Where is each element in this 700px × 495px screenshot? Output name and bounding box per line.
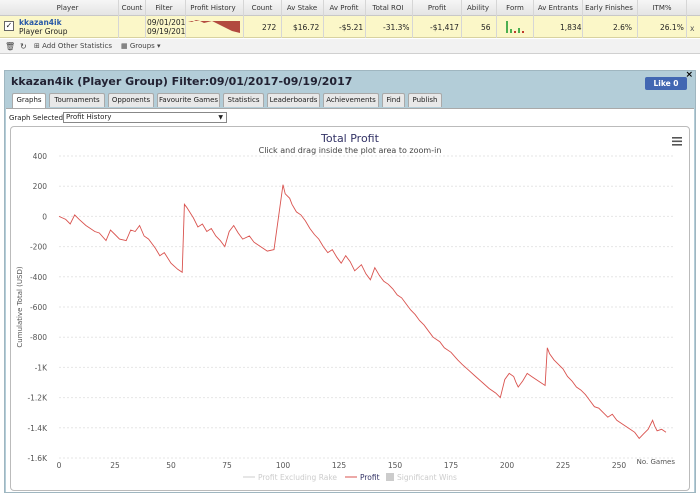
close-icon[interactable]: × (685, 70, 693, 80)
legend-label-profit-excl-rake: Profit Excluding Rake (258, 473, 337, 482)
x-tick-label: 225 (556, 461, 571, 470)
trash-icon[interactable]: 🗑 (5, 42, 16, 51)
y-tick-label: -800 (30, 333, 47, 342)
form-chart (506, 21, 524, 33)
chart-container[interactable]: Total Profit Click and drag inside the p… (10, 126, 690, 491)
x-tick-label: 200 (500, 461, 515, 470)
grid-icon: ▦ (121, 42, 130, 50)
col-header-av-profit[interactable]: Av Profit (329, 4, 359, 12)
dropdown-arrow-icon: ▼ (218, 114, 223, 121)
tab-opponents[interactable]: Opponents (108, 93, 154, 107)
col-header-total-roi[interactable]: Total ROI (372, 4, 404, 12)
y-tick-label: -1K (35, 363, 48, 372)
remove-row-button[interactable]: x (690, 24, 695, 33)
col-header-early-finishes[interactable]: Early Finishes (585, 4, 633, 12)
col-header-count-2[interactable]: Count (251, 4, 273, 12)
profit-value: -$1,417 (430, 23, 459, 32)
tab-leaderboards[interactable]: Leaderboards (267, 93, 320, 107)
total-roi-value: -31.3% (383, 23, 410, 32)
player-name-link[interactable]: kkazan4ik (19, 18, 62, 27)
tab-tournaments[interactable]: Tournaments (49, 93, 105, 107)
x-axis-label: No. Games (637, 458, 676, 466)
refresh-icon[interactable]: ↻ (20, 42, 27, 51)
y-axis-label: Cumulative Total (USD) (16, 266, 24, 347)
itm-value: 26.1% (660, 23, 684, 32)
stats-grid-header: Player Count Filter Profit History Count… (0, 0, 700, 16)
y-tick-label: -400 (30, 273, 47, 282)
av-entrants-value: 1,834 (560, 23, 582, 32)
player-row[interactable]: ✓ kkazan4ik Player Group 09/01/201 09/19… (0, 16, 700, 38)
col-header-form[interactable]: Form (506, 4, 524, 12)
col-header-av-entrants[interactable]: Av Entrants (537, 4, 579, 12)
filter-from: 09/01/201 (147, 18, 186, 27)
add-other-statistics-button[interactable]: ⊞ Add Other Statistics (34, 42, 112, 50)
x-tick-label: 25 (110, 461, 120, 470)
col-header-ability[interactable]: Ability (467, 4, 489, 12)
tab-graphs[interactable]: Graphs (12, 93, 46, 108)
player-panel: × kkazan4ik (Player Group) Filter:09/01/… (4, 70, 696, 493)
col-header-profit[interactable]: Profit (427, 4, 447, 12)
x-tick-label: 100 (276, 461, 291, 470)
legend-label-profit: Profit (360, 473, 380, 482)
y-tick-label: 0 (42, 212, 47, 221)
tab-find[interactable]: Find (382, 93, 405, 107)
av-stake-value: $16.72 (293, 23, 320, 32)
facebook-like-button[interactable]: Like 0 (645, 77, 687, 90)
y-tick-label: -1.2K (27, 394, 48, 403)
row-checkbox[interactable]: ✓ (4, 21, 14, 31)
graph-selected-label: Graph Selected: (9, 114, 66, 122)
av-profit-value: -$5.21 (339, 23, 364, 32)
y-tick-label: -200 (30, 243, 47, 252)
graphs-content: Graph Selected: Profit History ▼ Total P… (6, 108, 694, 492)
y-tick-label: 400 (33, 152, 48, 161)
col-header-itm[interactable]: ITM% (652, 4, 672, 12)
groups-menu[interactable]: ▦ Groups ▾ (121, 42, 161, 50)
ability-value: 56 (481, 23, 491, 32)
panel-title: kkazan4ik (Player Group) Filter:09/01/20… (11, 75, 353, 88)
x-tick-label: 175 (444, 461, 459, 470)
chart-subtitle: Click and drag inside the plot area to z… (259, 146, 442, 155)
col-header-av-stake[interactable]: Av Stake (286, 4, 318, 12)
legend-label-significant-wins: Significant Wins (397, 473, 457, 482)
chart-menu-icon[interactable] (672, 137, 682, 146)
y-tick-label: -1.6K (27, 454, 48, 463)
col-header-player[interactable]: Player (56, 4, 79, 12)
early-finishes-value: 2.6% (613, 23, 633, 32)
filter-to: 09/19/201 (147, 27, 186, 36)
x-tick-label: 50 (166, 461, 176, 470)
x-tick-label: 250 (612, 461, 627, 470)
x-tick-label: 75 (222, 461, 232, 470)
profit-series-line[interactable] (58, 184, 667, 440)
graph-select[interactable]: Profit History ▼ (63, 112, 227, 123)
x-tick-label: 150 (388, 461, 403, 470)
x-tick-label: 125 (332, 461, 347, 470)
tab-achievements[interactable]: Achievements (323, 93, 379, 107)
grid-toolbar: 🗑 ↻ ⊞ Add Other Statistics ▦ Groups ▾ (0, 39, 700, 54)
y-tick-label: -600 (30, 303, 47, 312)
col-header-count[interactable]: Count (121, 4, 143, 12)
chevron-down-icon: ▾ (154, 42, 161, 50)
player-type: Player Group (19, 27, 68, 36)
chart-legend: Profit Excluding Rake Profit Significant… (243, 473, 457, 482)
x-tick-label: 0 (57, 461, 62, 470)
legend-item-significant-wins[interactable]: Significant Wins (386, 473, 457, 482)
y-tick-label: -1.4K (27, 424, 48, 433)
tab-favourite-games[interactable]: Favourite Games (157, 93, 220, 107)
tab-statistics[interactable]: Statistics (223, 93, 264, 107)
col-header-filter[interactable]: Filter (155, 4, 173, 12)
total-profit-chart[interactable]: Total Profit Click and drag inside the p… (11, 127, 689, 490)
legend-item-profit-excl-rake[interactable]: Profit Excluding Rake (243, 473, 337, 482)
chart-title: Total Profit (320, 132, 380, 145)
legend-item-profit[interactable]: Profit (345, 473, 380, 482)
count-value: 272 (262, 23, 277, 32)
plus-icon: ⊞ (34, 42, 43, 50)
graph-select-value: Profit History (66, 113, 112, 121)
col-header-profit-history[interactable]: Profit History (190, 4, 236, 12)
y-tick-label: 200 (33, 182, 48, 191)
tab-publish[interactable]: Publish (408, 93, 442, 107)
profit-history-sparkline (188, 20, 240, 33)
